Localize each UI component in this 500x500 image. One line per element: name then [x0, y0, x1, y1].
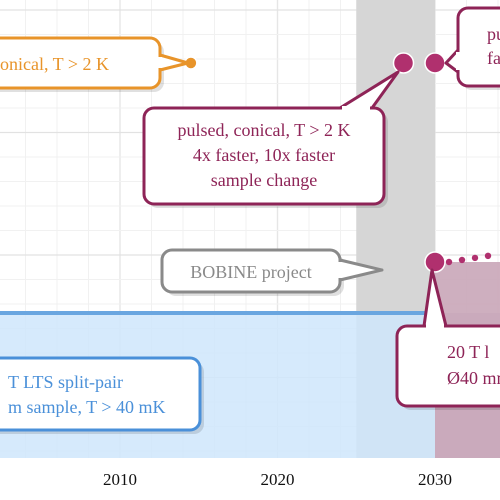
- callout-box: [395, 324, 500, 408]
- x-tick-label: 2030: [418, 470, 452, 489]
- callout-text: pulsed, conical, T > 2 K: [178, 120, 351, 140]
- trend-dot: [458, 256, 466, 264]
- x-axis-ticks: 2010 2020 2030: [103, 470, 452, 489]
- callout: T LTS split-pair m sample, T > 40 mK: [0, 356, 204, 434]
- x-tick-label: 2020: [261, 470, 295, 489]
- callouts: conical, T > 2 K pu fa pulsed, conical, T >…: [0, 6, 500, 434]
- x-tick-label: 2010: [103, 470, 137, 489]
- callout: BOBINE project: [160, 248, 384, 296]
- trend-dot: [445, 258, 453, 266]
- callout: conical, T > 2 K: [0, 36, 190, 92]
- data-points: [184, 52, 446, 273]
- callout-box: [0, 356, 202, 432]
- data-point: [392, 52, 415, 74]
- callout-text: pu: [487, 24, 500, 44]
- callout-text: 4x faster, 10x faster: [193, 145, 335, 165]
- callout: pu fa: [444, 6, 500, 90]
- callout-text: BOBINE project: [190, 262, 311, 282]
- callout-text: m sample, T > 40 mK: [8, 397, 165, 417]
- callout-text: fa: [487, 48, 500, 68]
- trend-dots: [445, 252, 492, 266]
- trend-dot: [471, 254, 479, 262]
- callout-box: [142, 106, 386, 206]
- callout: pulsed, conical, T > 2 K 4x faster, 10x f…: [142, 70, 400, 208]
- data-point: [424, 251, 446, 273]
- callout-text: sample change: [211, 170, 317, 190]
- callout: 20 T l Ø40 mm s: [395, 268, 500, 410]
- callout-text: 20 T l: [447, 342, 489, 362]
- callout-box: [456, 6, 500, 88]
- callout-text: conical, T > 2 K: [0, 54, 109, 74]
- trend-dot: [484, 252, 492, 260]
- callout-text: Ø40 mm s: [447, 368, 500, 388]
- callout-text: T LTS split-pair: [8, 372, 123, 392]
- data-point: [424, 52, 446, 74]
- callout-tail: [158, 53, 190, 72]
